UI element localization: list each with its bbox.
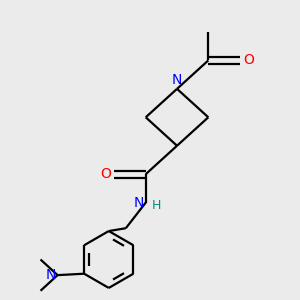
- Text: N: N: [172, 74, 182, 87]
- Text: O: O: [100, 167, 111, 181]
- Text: N: N: [46, 268, 56, 282]
- Text: N: N: [134, 196, 144, 210]
- Text: H: H: [152, 199, 161, 212]
- Text: O: O: [243, 53, 254, 68]
